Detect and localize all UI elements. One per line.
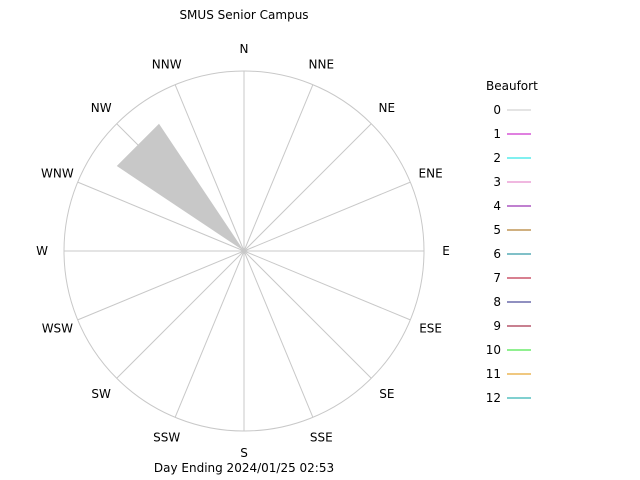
legend-label-4: 4 [493, 199, 501, 213]
legend-label-11: 11 [486, 367, 501, 381]
spoke-wnw [77, 181, 245, 252]
direction-label-wnw: WNW [41, 167, 74, 181]
spoke-ene [243, 181, 411, 252]
direction-label-nw: NW [91, 101, 112, 115]
direction-label-nne: NNE [309, 57, 335, 71]
direction-label-ene: ENE [419, 167, 443, 181]
direction-label-sse: SSE [310, 431, 333, 445]
legend-label-9: 9 [493, 319, 501, 333]
chart-footer: Day Ending 2024/01/25 02:53 [154, 461, 334, 475]
legend-label-6: 6 [493, 247, 501, 261]
direction-label-wsw: WSW [42, 321, 73, 335]
direction-label-ssw: SSW [153, 431, 180, 445]
legend-label-12: 12 [486, 391, 501, 405]
spoke-sse [243, 250, 314, 418]
direction-label-sw: SW [91, 387, 111, 401]
direction-label-nnw: NNW [152, 57, 182, 71]
direction-label-ese: ESE [419, 321, 442, 335]
spoke-sw [116, 250, 245, 379]
spoke-nnw [174, 84, 245, 252]
chart-title: SMUS Senior Campus [179, 8, 308, 22]
legend-label-8: 8 [493, 295, 501, 309]
spoke-nne [243, 84, 314, 252]
direction-label-w: W [36, 244, 48, 258]
direction-label-e: E [442, 244, 450, 258]
legend-label-5: 5 [493, 223, 501, 237]
legend-label-0: 0 [493, 103, 501, 117]
legend-label-3: 3 [493, 175, 501, 189]
direction-label-se: SE [379, 387, 394, 401]
direction-label-ne: NE [379, 101, 396, 115]
legend-label-2: 2 [493, 151, 501, 165]
rose-plot: N NNE NE ENE E ESE SE SSE S SSW SW WSW W WNW NW NNW [36, 42, 450, 460]
legend-label-10: 10 [486, 343, 501, 357]
legend-label-1: 1 [493, 127, 501, 141]
spoke-wsw [77, 250, 245, 321]
spoke-ese [243, 250, 411, 321]
spoke-nw [116, 123, 245, 252]
legend-label-7: 7 [493, 271, 501, 285]
legend-title: Beaufort [486, 79, 538, 93]
direction-label-n: N [240, 42, 249, 56]
spoke-ne [243, 123, 372, 252]
direction-label-s: S [240, 446, 248, 460]
spoke-ssw [174, 250, 245, 418]
spoke-se [243, 250, 372, 379]
